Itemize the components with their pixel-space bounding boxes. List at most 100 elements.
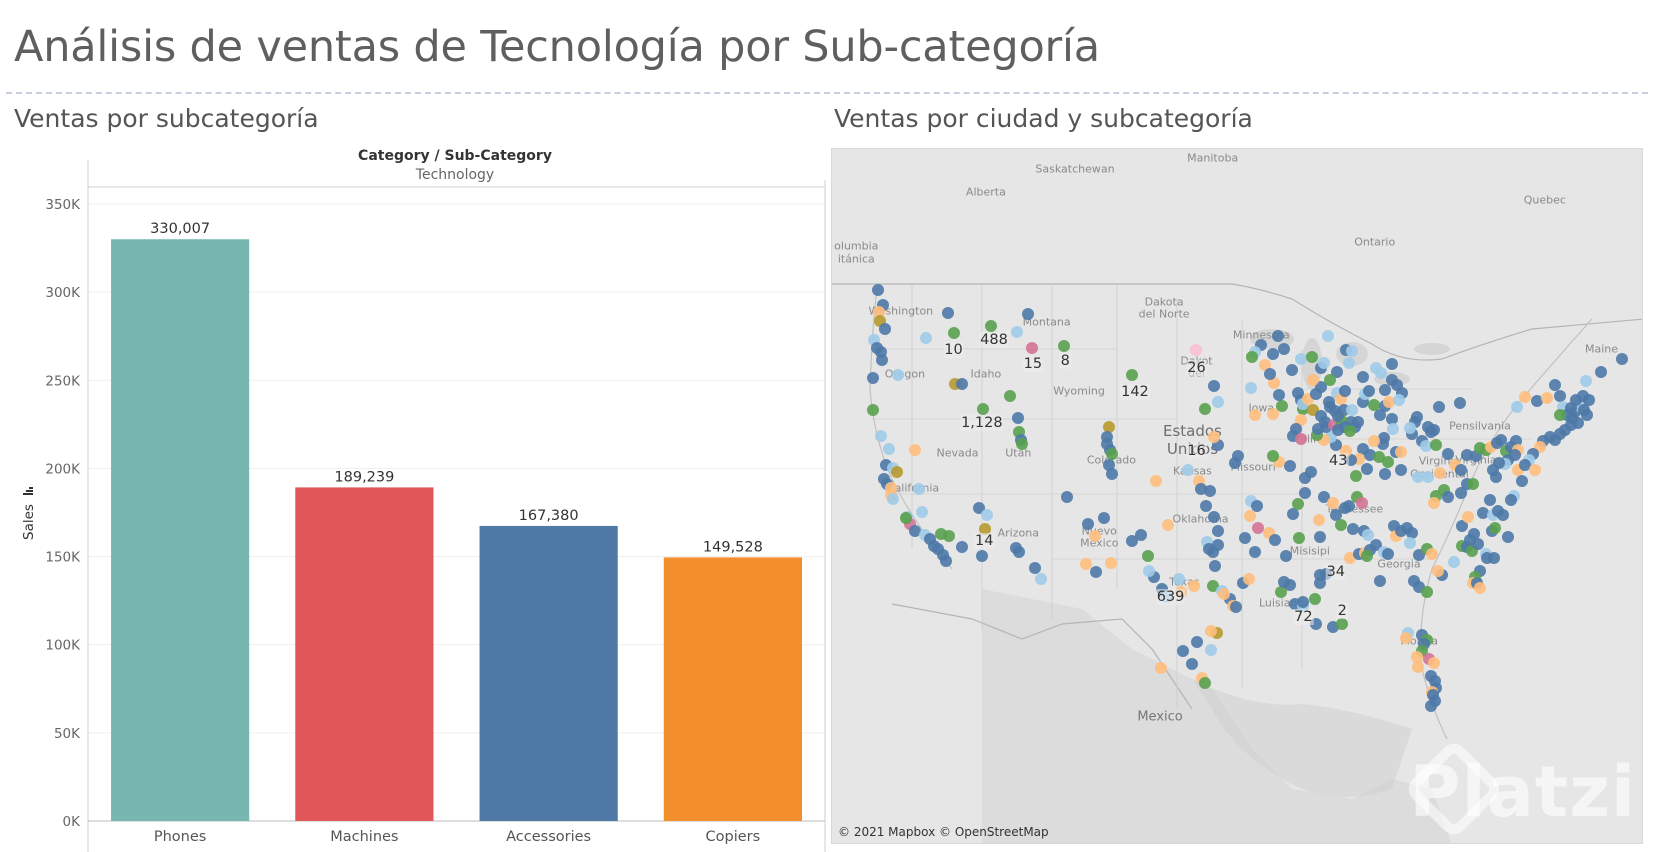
city-marker[interactable] xyxy=(1403,537,1416,550)
city-marker[interactable] xyxy=(1280,550,1293,563)
city-marker[interactable] xyxy=(919,332,932,345)
city-marker[interactable] xyxy=(876,353,889,366)
city-marker[interactable] xyxy=(1549,378,1562,391)
city-marker[interactable] xyxy=(1211,396,1224,409)
city-marker[interactable] xyxy=(1141,549,1154,562)
city-marker[interactable] xyxy=(1248,545,1261,558)
city-marker[interactable] xyxy=(1205,625,1218,638)
city-marker[interactable] xyxy=(1385,412,1398,425)
city-marker[interactable] xyxy=(1367,399,1380,412)
city-marker[interactable] xyxy=(1427,424,1440,437)
city-marker[interactable] xyxy=(1529,463,1542,476)
city-marker[interactable] xyxy=(984,319,997,332)
city-marker[interactable] xyxy=(1098,512,1111,525)
city-marker[interactable] xyxy=(1207,510,1220,523)
city-marker[interactable] xyxy=(1299,487,1312,500)
city-marker[interactable] xyxy=(882,442,895,455)
city-marker[interactable] xyxy=(1379,468,1392,481)
city-marker[interactable] xyxy=(1305,351,1318,364)
city-marker[interactable] xyxy=(1267,348,1280,361)
city-marker[interactable] xyxy=(1291,498,1304,511)
city-marker[interactable] xyxy=(1266,450,1279,463)
city-marker[interactable] xyxy=(1326,621,1339,634)
city-marker[interactable] xyxy=(1511,401,1524,414)
city-marker[interactable] xyxy=(1307,374,1320,387)
city-marker[interactable] xyxy=(1336,617,1349,630)
city-marker[interactable] xyxy=(1269,533,1282,546)
city-marker[interactable] xyxy=(1346,523,1359,536)
city-marker[interactable] xyxy=(1239,531,1252,544)
city-marker[interactable] xyxy=(1410,410,1423,423)
city-marker[interactable] xyxy=(891,369,904,382)
city-marker[interactable] xyxy=(1135,528,1148,541)
city-marker[interactable] xyxy=(909,525,922,538)
city-marker[interactable] xyxy=(1090,566,1103,579)
city-marker[interactable] xyxy=(1010,326,1023,339)
city-marker[interactable] xyxy=(941,306,954,319)
city-marker[interactable] xyxy=(940,554,953,567)
city-marker[interactable] xyxy=(1204,485,1217,498)
city-marker[interactable] xyxy=(1125,368,1138,381)
city-marker[interactable] xyxy=(1329,509,1342,522)
city-marker[interactable] xyxy=(1057,340,1070,353)
city-marker[interactable] xyxy=(1400,631,1413,644)
city-marker[interactable] xyxy=(1318,356,1331,369)
city-marker[interactable] xyxy=(886,493,899,506)
city-marker[interactable] xyxy=(1483,494,1496,507)
city-marker[interactable] xyxy=(1361,462,1374,475)
city-marker[interactable] xyxy=(1427,657,1440,670)
city-marker[interactable] xyxy=(1594,366,1607,379)
city-marker[interactable] xyxy=(1105,556,1118,569)
bar-marks[interactable] xyxy=(111,239,802,821)
city-marker[interactable] xyxy=(1259,358,1272,371)
city-marker[interactable] xyxy=(1294,413,1307,426)
city-marker[interactable] xyxy=(1466,478,1479,491)
city-marker[interactable] xyxy=(1198,676,1211,689)
map-attribution[interactable]: © 2021 Mapbox © OpenStreetMap xyxy=(838,825,1049,839)
city-marker[interactable] xyxy=(1430,438,1443,451)
city-marker[interactable] xyxy=(1394,464,1407,477)
city-marker[interactable] xyxy=(1089,530,1102,543)
city-marker[interactable] xyxy=(976,402,989,415)
city-marker[interactable] xyxy=(947,326,960,339)
city-marker[interactable] xyxy=(1080,558,1093,570)
city-marker[interactable] xyxy=(899,512,912,525)
city-marker[interactable] xyxy=(1582,393,1595,406)
city-marker[interactable] xyxy=(1103,458,1116,471)
city-marker[interactable] xyxy=(1334,519,1347,532)
bar-copiers[interactable] xyxy=(663,557,802,821)
city-marker[interactable] xyxy=(1322,395,1335,408)
city-marker[interactable] xyxy=(955,378,968,391)
city-marker[interactable] xyxy=(1181,463,1194,476)
city-marker[interactable] xyxy=(913,483,926,496)
city-marker[interactable] xyxy=(1393,394,1405,407)
city-marker[interactable] xyxy=(1453,397,1466,409)
city-marker[interactable] xyxy=(1028,562,1041,575)
city-marker[interactable] xyxy=(1357,370,1370,383)
city-marker[interactable] xyxy=(1248,408,1261,421)
city-marker[interactable] xyxy=(1294,433,1307,446)
city-marker[interactable] xyxy=(1518,391,1531,404)
city-marker[interactable] xyxy=(1385,358,1398,371)
city-marker[interactable] xyxy=(1427,496,1440,509)
city-marker[interactable] xyxy=(1004,390,1017,403)
city-marker[interactable] xyxy=(1424,699,1437,712)
city-marker[interactable] xyxy=(1421,585,1434,598)
city-marker[interactable] xyxy=(1286,508,1299,521)
city-sales-map[interactable]: olumbia itánica Saskatchewan Manitoba Albert… xyxy=(831,148,1643,844)
bar-chart[interactable]: Category / Sub-Category Technology Sales… xyxy=(0,140,830,852)
city-marker[interactable] xyxy=(1374,575,1387,588)
city-marker[interactable] xyxy=(1150,474,1162,487)
city-marker[interactable] xyxy=(1432,401,1445,414)
city-marker[interactable] xyxy=(1283,460,1296,473)
city-marker[interactable] xyxy=(955,541,968,554)
city-marker[interactable] xyxy=(1580,409,1593,422)
city-marker[interactable] xyxy=(1381,548,1394,561)
city-marker[interactable] xyxy=(1251,499,1264,512)
city-marker[interactable] xyxy=(1477,507,1490,520)
city-marker[interactable] xyxy=(1431,564,1444,577)
city-marker[interactable] xyxy=(1516,474,1529,487)
city-marker[interactable] xyxy=(1564,401,1577,414)
city-marker[interactable] xyxy=(1189,344,1202,357)
city-marker[interactable] xyxy=(1343,424,1356,437)
